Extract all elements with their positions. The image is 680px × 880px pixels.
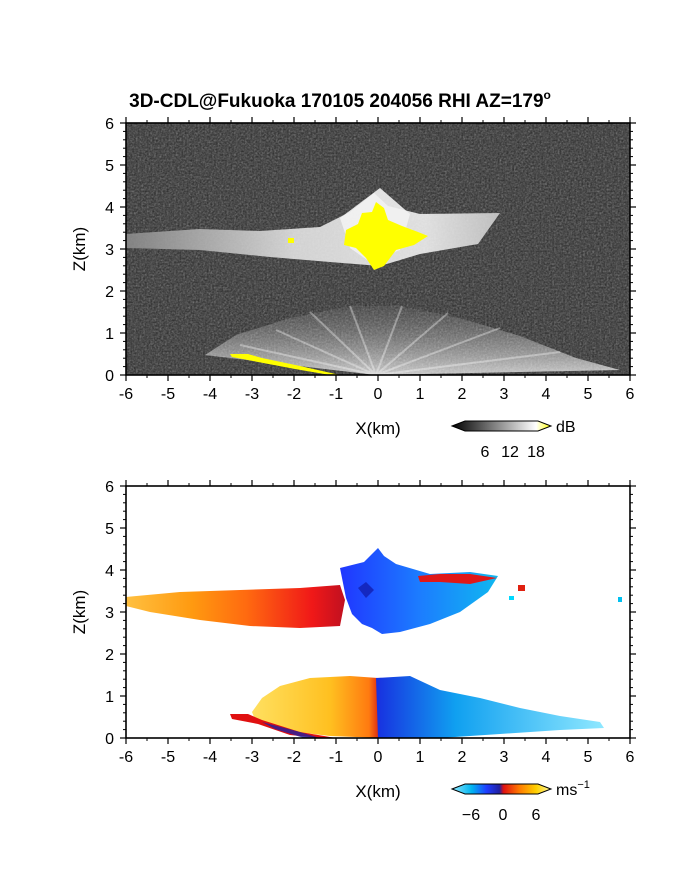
x-tick-label: 1 <box>416 386 425 403</box>
x-tick-label: 4 <box>542 386 551 403</box>
x-tick-label: 5 <box>584 749 593 766</box>
x-tick-label: -3 <box>245 749 259 766</box>
x-tick-label: -4 <box>203 386 217 403</box>
y-tick-label: 2 <box>105 647 114 664</box>
y-tick-label: 3 <box>105 605 114 622</box>
y-tick-label: 6 <box>105 479 114 496</box>
colorbar-velocity: ms−1 −6 0 6 <box>450 779 590 824</box>
x-tick-label: 5 <box>584 386 593 403</box>
y-tick-label: 6 <box>105 116 114 133</box>
colorbar-tick: 18 <box>527 444 545 461</box>
y-tick-label: 5 <box>105 158 114 175</box>
velocity-field <box>126 548 622 738</box>
x-tick-label: -2 <box>287 386 301 403</box>
x-tick-label: -5 <box>161 749 175 766</box>
y-axis-label-top: Z(km) <box>70 227 89 271</box>
x-axis-ticks-bottom: -6 -5 -4 -3 -2 -1 0 1 2 3 4 5 6 <box>119 480 635 766</box>
x-tick-label: -6 <box>119 749 133 766</box>
y-tick-label: 4 <box>105 563 114 580</box>
colorbar-tick: 6 <box>532 807 541 824</box>
x-tick-label: 2 <box>458 386 467 403</box>
colorbar-tick: 12 <box>501 444 519 461</box>
colorbar-unit-top: dB <box>556 419 576 436</box>
y-tick-label: 4 <box>105 200 114 217</box>
y-tick-label: 3 <box>105 242 114 259</box>
y-tick-label: 1 <box>105 326 114 343</box>
x-tick-label: -6 <box>119 386 133 403</box>
x-tick-label: 1 <box>416 749 425 766</box>
x-tick-label: -3 <box>245 386 259 403</box>
y-tick-label: 1 <box>105 689 114 706</box>
x-tick-label: -1 <box>329 749 343 766</box>
x-tick-label: 6 <box>626 749 635 766</box>
y-axis-ticks-top: 0 1 2 3 4 5 6 <box>105 116 636 385</box>
x-tick-label: -5 <box>161 386 175 403</box>
x-tick-label: -4 <box>203 749 217 766</box>
figure-title: 3D-CDL@Fukuoka 170105 204056 RHI AZ=179o <box>129 88 551 112</box>
x-tick-label: 3 <box>500 386 509 403</box>
x-tick-label: 0 <box>374 386 383 403</box>
colorbar-unit-bottom: ms−1 <box>556 779 590 799</box>
y-axis-ticks-bottom: 0 1 2 3 4 5 6 <box>105 479 636 748</box>
colorbar-reflectivity: dB 6 12 18 <box>450 419 576 461</box>
x-tick-label: -2 <box>287 749 301 766</box>
x-tick-label: 3 <box>500 749 509 766</box>
colorbar-tick: 0 <box>499 807 508 824</box>
x-tick-label: 4 <box>542 749 551 766</box>
x-axis-ticks-top: -6 -5 -4 -3 -2 -1 0 1 2 3 4 5 6 <box>119 117 635 403</box>
x-axis-label-bottom: X(km) <box>355 782 400 801</box>
y-axis-label-bottom: Z(km) <box>70 590 89 634</box>
reflectivity-field <box>126 123 630 376</box>
x-tick-label: 2 <box>458 749 467 766</box>
y-tick-label: 2 <box>105 284 114 301</box>
x-tick-label: 6 <box>626 386 635 403</box>
colorbar-tick: 6 <box>481 444 490 461</box>
y-tick-label: 0 <box>105 731 114 748</box>
x-tick-label: 0 <box>374 749 383 766</box>
y-tick-label: 5 <box>105 521 114 538</box>
colorbar-tick: −6 <box>462 807 480 824</box>
x-axis-label-top: X(km) <box>355 419 400 438</box>
x-tick-label: -1 <box>329 386 343 403</box>
y-tick-label: 0 <box>105 368 114 385</box>
